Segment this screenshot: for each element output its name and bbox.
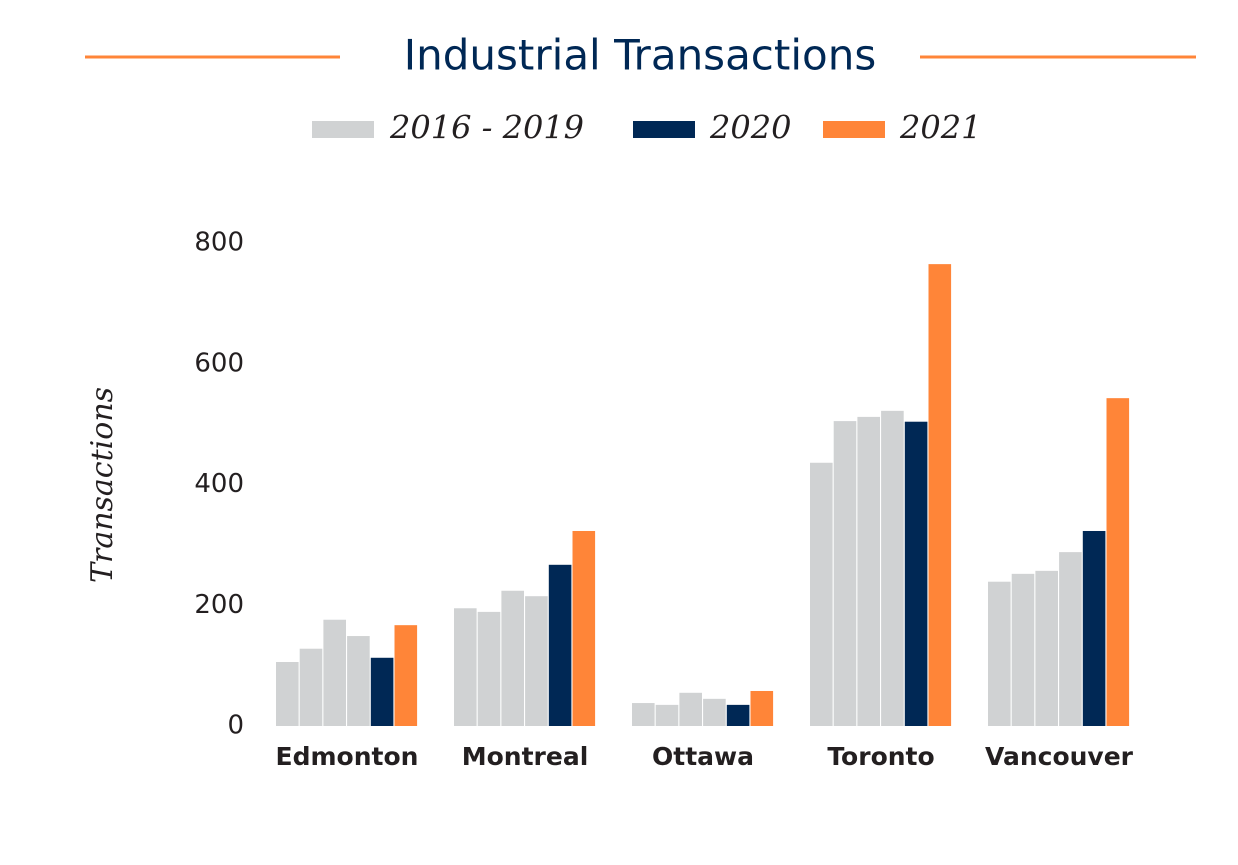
legend-swatch — [633, 121, 695, 138]
bar — [1011, 573, 1035, 726]
bar — [347, 636, 370, 726]
bar — [501, 590, 524, 726]
bar — [299, 648, 323, 726]
bar — [632, 703, 655, 726]
bar — [857, 416, 880, 726]
bar — [833, 421, 857, 726]
bar — [548, 564, 572, 726]
legend-label: 2021 — [899, 109, 981, 147]
bar — [323, 619, 346, 726]
bar — [881, 410, 904, 726]
y-tick-label: 200 — [194, 590, 244, 620]
legend-swatch — [312, 121, 374, 138]
x-tick-label: Vancouver — [985, 742, 1134, 771]
legend-swatch — [823, 121, 885, 138]
bar — [370, 657, 394, 726]
bar — [394, 625, 418, 726]
bar — [1106, 398, 1130, 726]
y-tick-label: 600 — [194, 348, 244, 378]
bar — [572, 530, 596, 726]
bar — [454, 608, 477, 726]
y-axis-label: Transactions — [85, 387, 120, 583]
bar — [703, 698, 726, 726]
bar — [1082, 530, 1106, 726]
legend-label: 2016 - 2019 — [389, 109, 584, 147]
bar — [928, 264, 952, 726]
x-tick-label: Montreal — [462, 742, 589, 771]
bar — [276, 662, 299, 726]
bar — [750, 690, 774, 726]
chart-title: Industrial Transactions — [404, 31, 876, 80]
bar — [726, 704, 750, 726]
bar — [1059, 552, 1082, 726]
bar — [477, 611, 501, 726]
bar — [904, 421, 928, 726]
x-tick-label: Toronto — [827, 742, 934, 771]
bar — [810, 462, 833, 726]
bar — [655, 704, 679, 726]
bar — [1035, 570, 1058, 726]
bar — [679, 692, 702, 726]
y-tick-label: 800 — [194, 228, 244, 258]
x-tick-label: Ottawa — [652, 742, 754, 771]
bar — [988, 581, 1011, 726]
bar — [525, 596, 548, 726]
x-tick-label: Edmonton — [276, 742, 419, 771]
y-tick-label: 400 — [194, 469, 244, 499]
y-tick-label: 0 — [227, 711, 244, 741]
legend-label: 2020 — [709, 109, 791, 147]
